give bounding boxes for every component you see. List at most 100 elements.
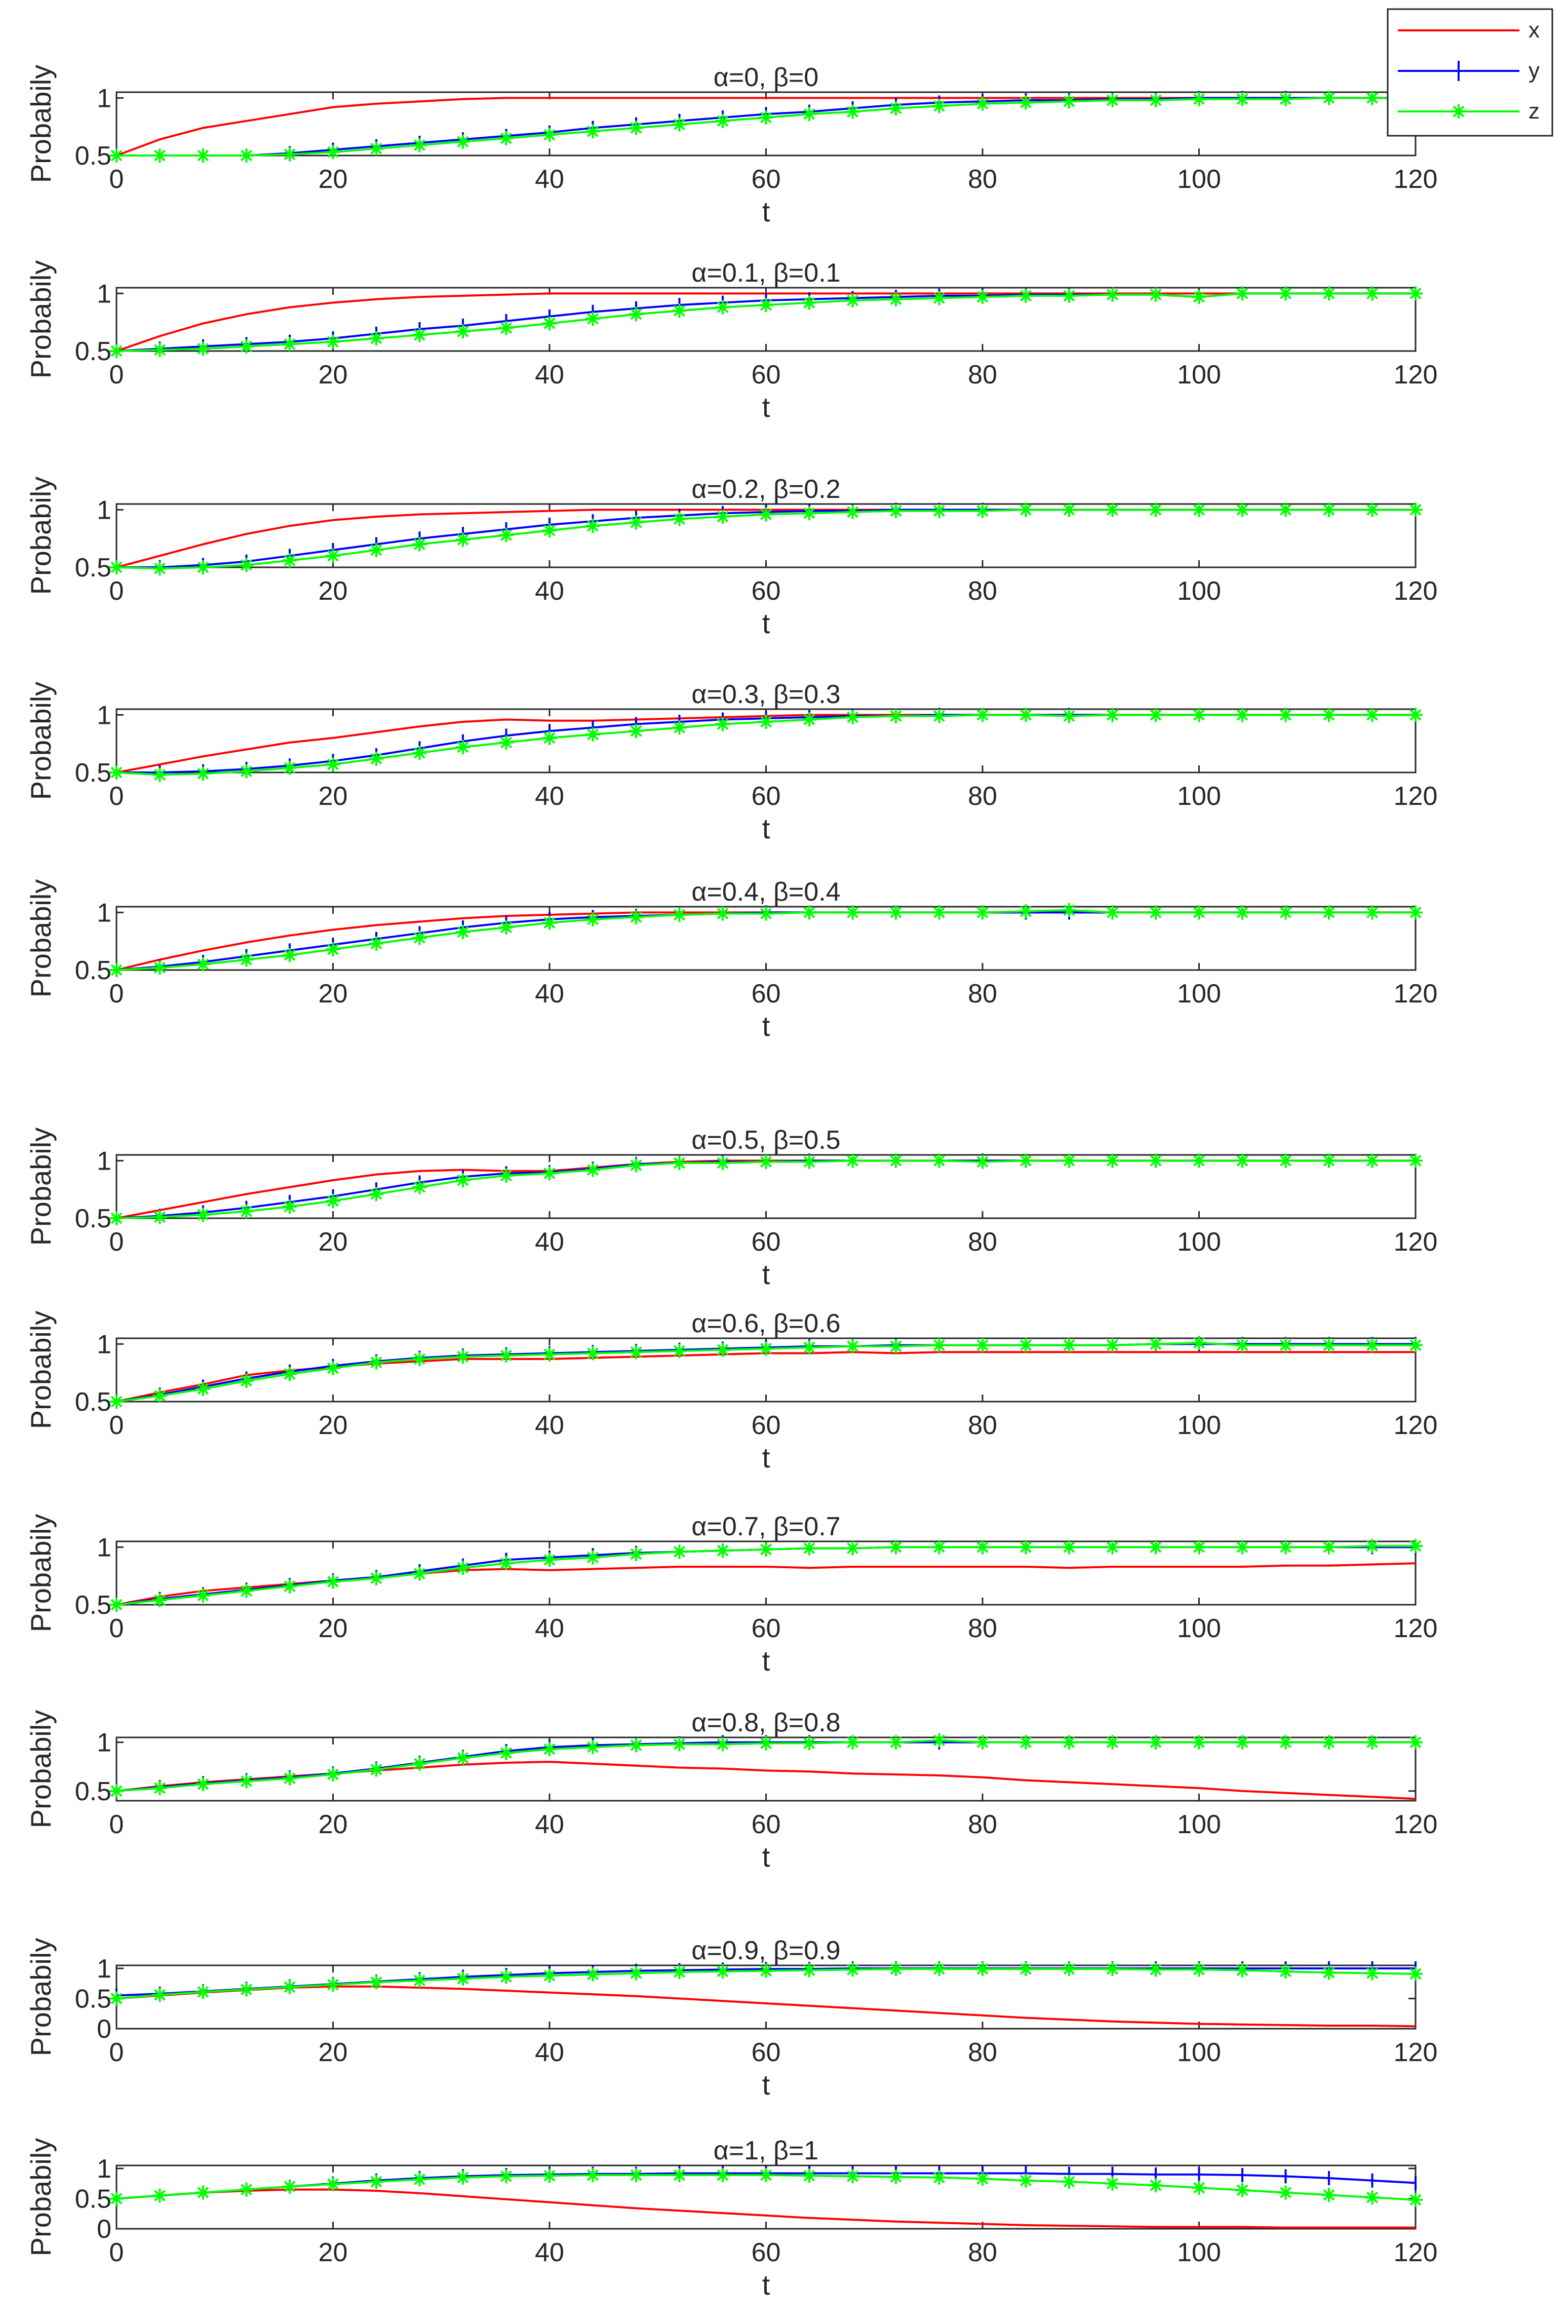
y-tick-label: 0.5: [75, 337, 111, 366]
x-tick-label: 80: [968, 1227, 997, 1257]
x-tick-label: 120: [1394, 1810, 1438, 1839]
data-point-z: [282, 1366, 298, 1382]
data-point-z: [151, 1780, 168, 1796]
data-point-z: [195, 956, 211, 973]
data-point-z: [325, 1766, 341, 1783]
data-point-z: [498, 1745, 515, 1761]
data-point-z: [671, 116, 688, 133]
x-tick-label: 0: [109, 1810, 124, 1839]
x-tick-label: 120: [1394, 2238, 1438, 2267]
x-tick-label: 0: [109, 979, 124, 1009]
data-point-z: [238, 338, 255, 355]
data-point-z: [1321, 501, 1337, 518]
data-point-z: [368, 1186, 384, 1203]
x-tick-label: 0: [109, 782, 124, 811]
data-point-z: [671, 302, 688, 319]
data-point-z: [715, 509, 731, 525]
data-point-z: [1061, 1152, 1077, 1169]
data-point-z: [411, 137, 428, 153]
data-point-z: [108, 1990, 125, 2007]
data-point-z: [1191, 1539, 1207, 1556]
y-tick-label: 0.5: [75, 141, 111, 171]
data-point-z: [195, 765, 211, 782]
series-line-x: [116, 1159, 1416, 1219]
y-axis-label: Probabily: [25, 2138, 57, 2256]
data-point-z: [1321, 285, 1337, 302]
subplot-title: α=0, β=0: [714, 63, 818, 92]
series-line-y: [116, 911, 1416, 971]
x-tick-label: 0: [109, 576, 124, 606]
data-point-z: [1407, 1965, 1424, 1982]
data-point-z: [282, 1979, 298, 1995]
series-line-x: [116, 97, 1416, 157]
x-tick-label: 40: [535, 1411, 564, 1440]
data-point-z: [931, 1539, 948, 1556]
x-tick-label: 0: [109, 165, 124, 194]
data-point-z: [671, 1736, 688, 1753]
subplot-title: α=0.2, β=0.2: [691, 475, 840, 504]
x-tick-label: 40: [535, 165, 564, 194]
y-tick-label: 0: [97, 2015, 111, 2044]
data-point-z: [801, 1962, 817, 1979]
data-point-z: [1407, 501, 1424, 518]
data-point-z: [541, 914, 558, 931]
data-point-z: [282, 2178, 298, 2195]
data-point-z: [1061, 501, 1077, 518]
data-point-z: [584, 518, 601, 534]
x-tick-label: 60: [752, 2038, 781, 2067]
subplot-3: α=0.3, β=0.3 0 20 40 60 80 100 120 0.5 1 t Probabil…: [25, 680, 1437, 844]
data-point-z: [974, 289, 991, 305]
subplot-5: α=0.5, β=0.5 0 20 40 60 80 100 120 0.5 1 t Probabil…: [25, 1126, 1437, 1290]
y-axis-label: Probabily: [25, 1514, 57, 1632]
data-point-z: [671, 1964, 688, 1981]
subplot-title: α=0.7, β=0.7: [691, 1512, 840, 1541]
data-point-z: [1017, 903, 1034, 920]
data-point-z: [108, 962, 125, 978]
data-point-z: [195, 340, 211, 357]
data-point-z: [368, 140, 384, 157]
data-point-z: [455, 924, 471, 940]
data-point-z: [1321, 1337, 1337, 1353]
data-point-z: [1321, 904, 1337, 921]
data-point-z: [584, 1549, 601, 1566]
y-tick-label: 1: [97, 1146, 111, 1176]
data-point-z: [498, 734, 515, 751]
data-point-z: [455, 1172, 471, 1188]
data-point-z: [671, 511, 688, 527]
data-point-z: [1061, 2174, 1077, 2190]
x-tick-label: 80: [968, 165, 997, 194]
data-point-z: [1017, 1961, 1034, 1978]
x-axis-label: t: [762, 1442, 770, 1474]
data-point-z: [195, 2184, 211, 2201]
data-point-z: [238, 1773, 255, 1790]
data-point-z: [974, 1961, 991, 1978]
x-tick-label: 80: [968, 1411, 997, 1440]
data-point-z: [282, 552, 298, 569]
data-point-z: [1017, 1734, 1034, 1751]
data-point-z: [1407, 904, 1424, 921]
x-axis-label: t: [762, 812, 770, 844]
data-point-z: [584, 911, 601, 927]
series-line-y: [116, 97, 1416, 157]
data-point-z: [151, 1592, 168, 1608]
data-point-z: [758, 109, 774, 126]
data-point-z: [1017, 94, 1034, 111]
data-point-z: [541, 127, 558, 143]
data-point-z: [282, 336, 298, 353]
data-point-z: [368, 541, 384, 558]
data-point-z: [715, 1341, 731, 1358]
data-point-z: [1061, 902, 1077, 918]
data-point-z: [1234, 91, 1250, 107]
data-point-z: [368, 1974, 384, 1991]
x-tick-label: 60: [752, 1227, 781, 1257]
data-point-z: [844, 1152, 861, 1169]
subplot-title: α=0.5, β=0.5: [691, 1126, 840, 1155]
data-point-z: [1148, 286, 1164, 303]
legend-label-x: x: [1528, 18, 1540, 43]
data-point-z: [108, 343, 125, 359]
y-tick-label: 0.5: [75, 1777, 111, 1806]
data-point-z: [1191, 707, 1207, 723]
data-point-z: [238, 1203, 255, 1220]
data-point-z: [801, 294, 817, 311]
